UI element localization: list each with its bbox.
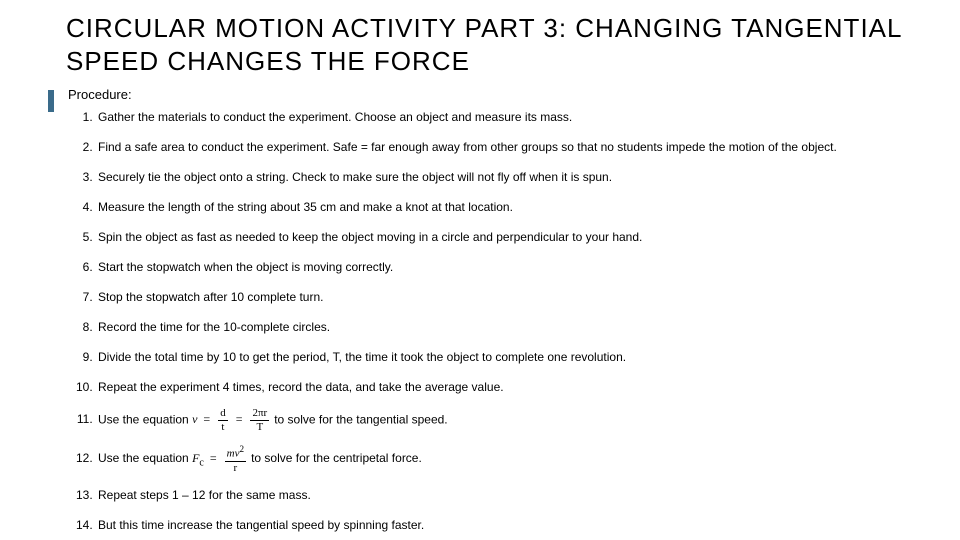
accent-bar [48,90,54,112]
step-item: Start the stopwatch when the object is m… [96,258,920,276]
body-row: Procedure: Gather the materials to condu… [48,87,920,540]
slide-title: CIRCULAR MOTION ACTIVITY PART 3: CHANGIN… [66,12,920,77]
eq1-frac2: 2πr T [248,408,271,433]
eq1-frac1-num: d [218,408,228,421]
eq1-frac2-den: T [250,421,269,433]
step-item-equation-1: Use the equation v = d t = 2πr T [96,408,920,433]
eq2-frac-num-base: mv [227,448,240,460]
eq1-frac1-den: t [218,421,228,433]
eq2-suffix: to solve for the centripetal force. [251,451,422,465]
eq1-frac1: d t [216,408,230,433]
step-item: Gather the materials to conduct the expe… [96,108,920,126]
eq1-suffix: to solve for the tangential speed. [274,412,447,426]
step-item: Record the time for the 10-complete circ… [96,318,920,336]
eq2-frac-num: mv2 [225,445,246,462]
step-item: Stop the stopwatch after 10 complete tur… [96,288,920,306]
procedure-list: Gather the materials to conduct the expe… [68,108,920,534]
eq1-frac2-num: 2πr [250,408,269,421]
eq2-prefix: Use the equation [98,451,192,465]
step-item: Repeat steps 1 – 12 for the same mass. [96,486,920,504]
step-item: Find a safe area to conduct the experime… [96,138,920,156]
eq2-frac: mv2 r [223,445,248,474]
eq2-formula: Fc = mv2 r [192,451,251,465]
eq1-lhs: v [192,412,197,426]
eq1-prefix: Use the equation [98,412,192,426]
content-area: Procedure: Gather the materials to condu… [68,87,920,540]
step-item: Measure the length of the string about 3… [96,198,920,216]
eq2-lhs-sub: c [199,457,203,468]
step-item-equation-2: Use the equation Fc = mv2 r to solve for… [96,445,920,474]
step-item: But this time increase the tangential sp… [96,516,920,534]
eq2-frac-den: r [225,462,246,474]
step-item: Divide the total time by 10 to get the p… [96,348,920,366]
step-item: Spin the object as fast as needed to kee… [96,228,920,246]
step-item: Repeat the experiment 4 times, record th… [96,378,920,396]
step-item: Securely tie the object onto a string. C… [96,168,920,186]
eq2-frac-num-sup: 2 [239,444,244,454]
slide: CIRCULAR MOTION ACTIVITY PART 3: CHANGIN… [0,0,960,540]
eq1-formula: v = d t = 2πr T [192,412,274,426]
procedure-label: Procedure: [68,87,920,102]
